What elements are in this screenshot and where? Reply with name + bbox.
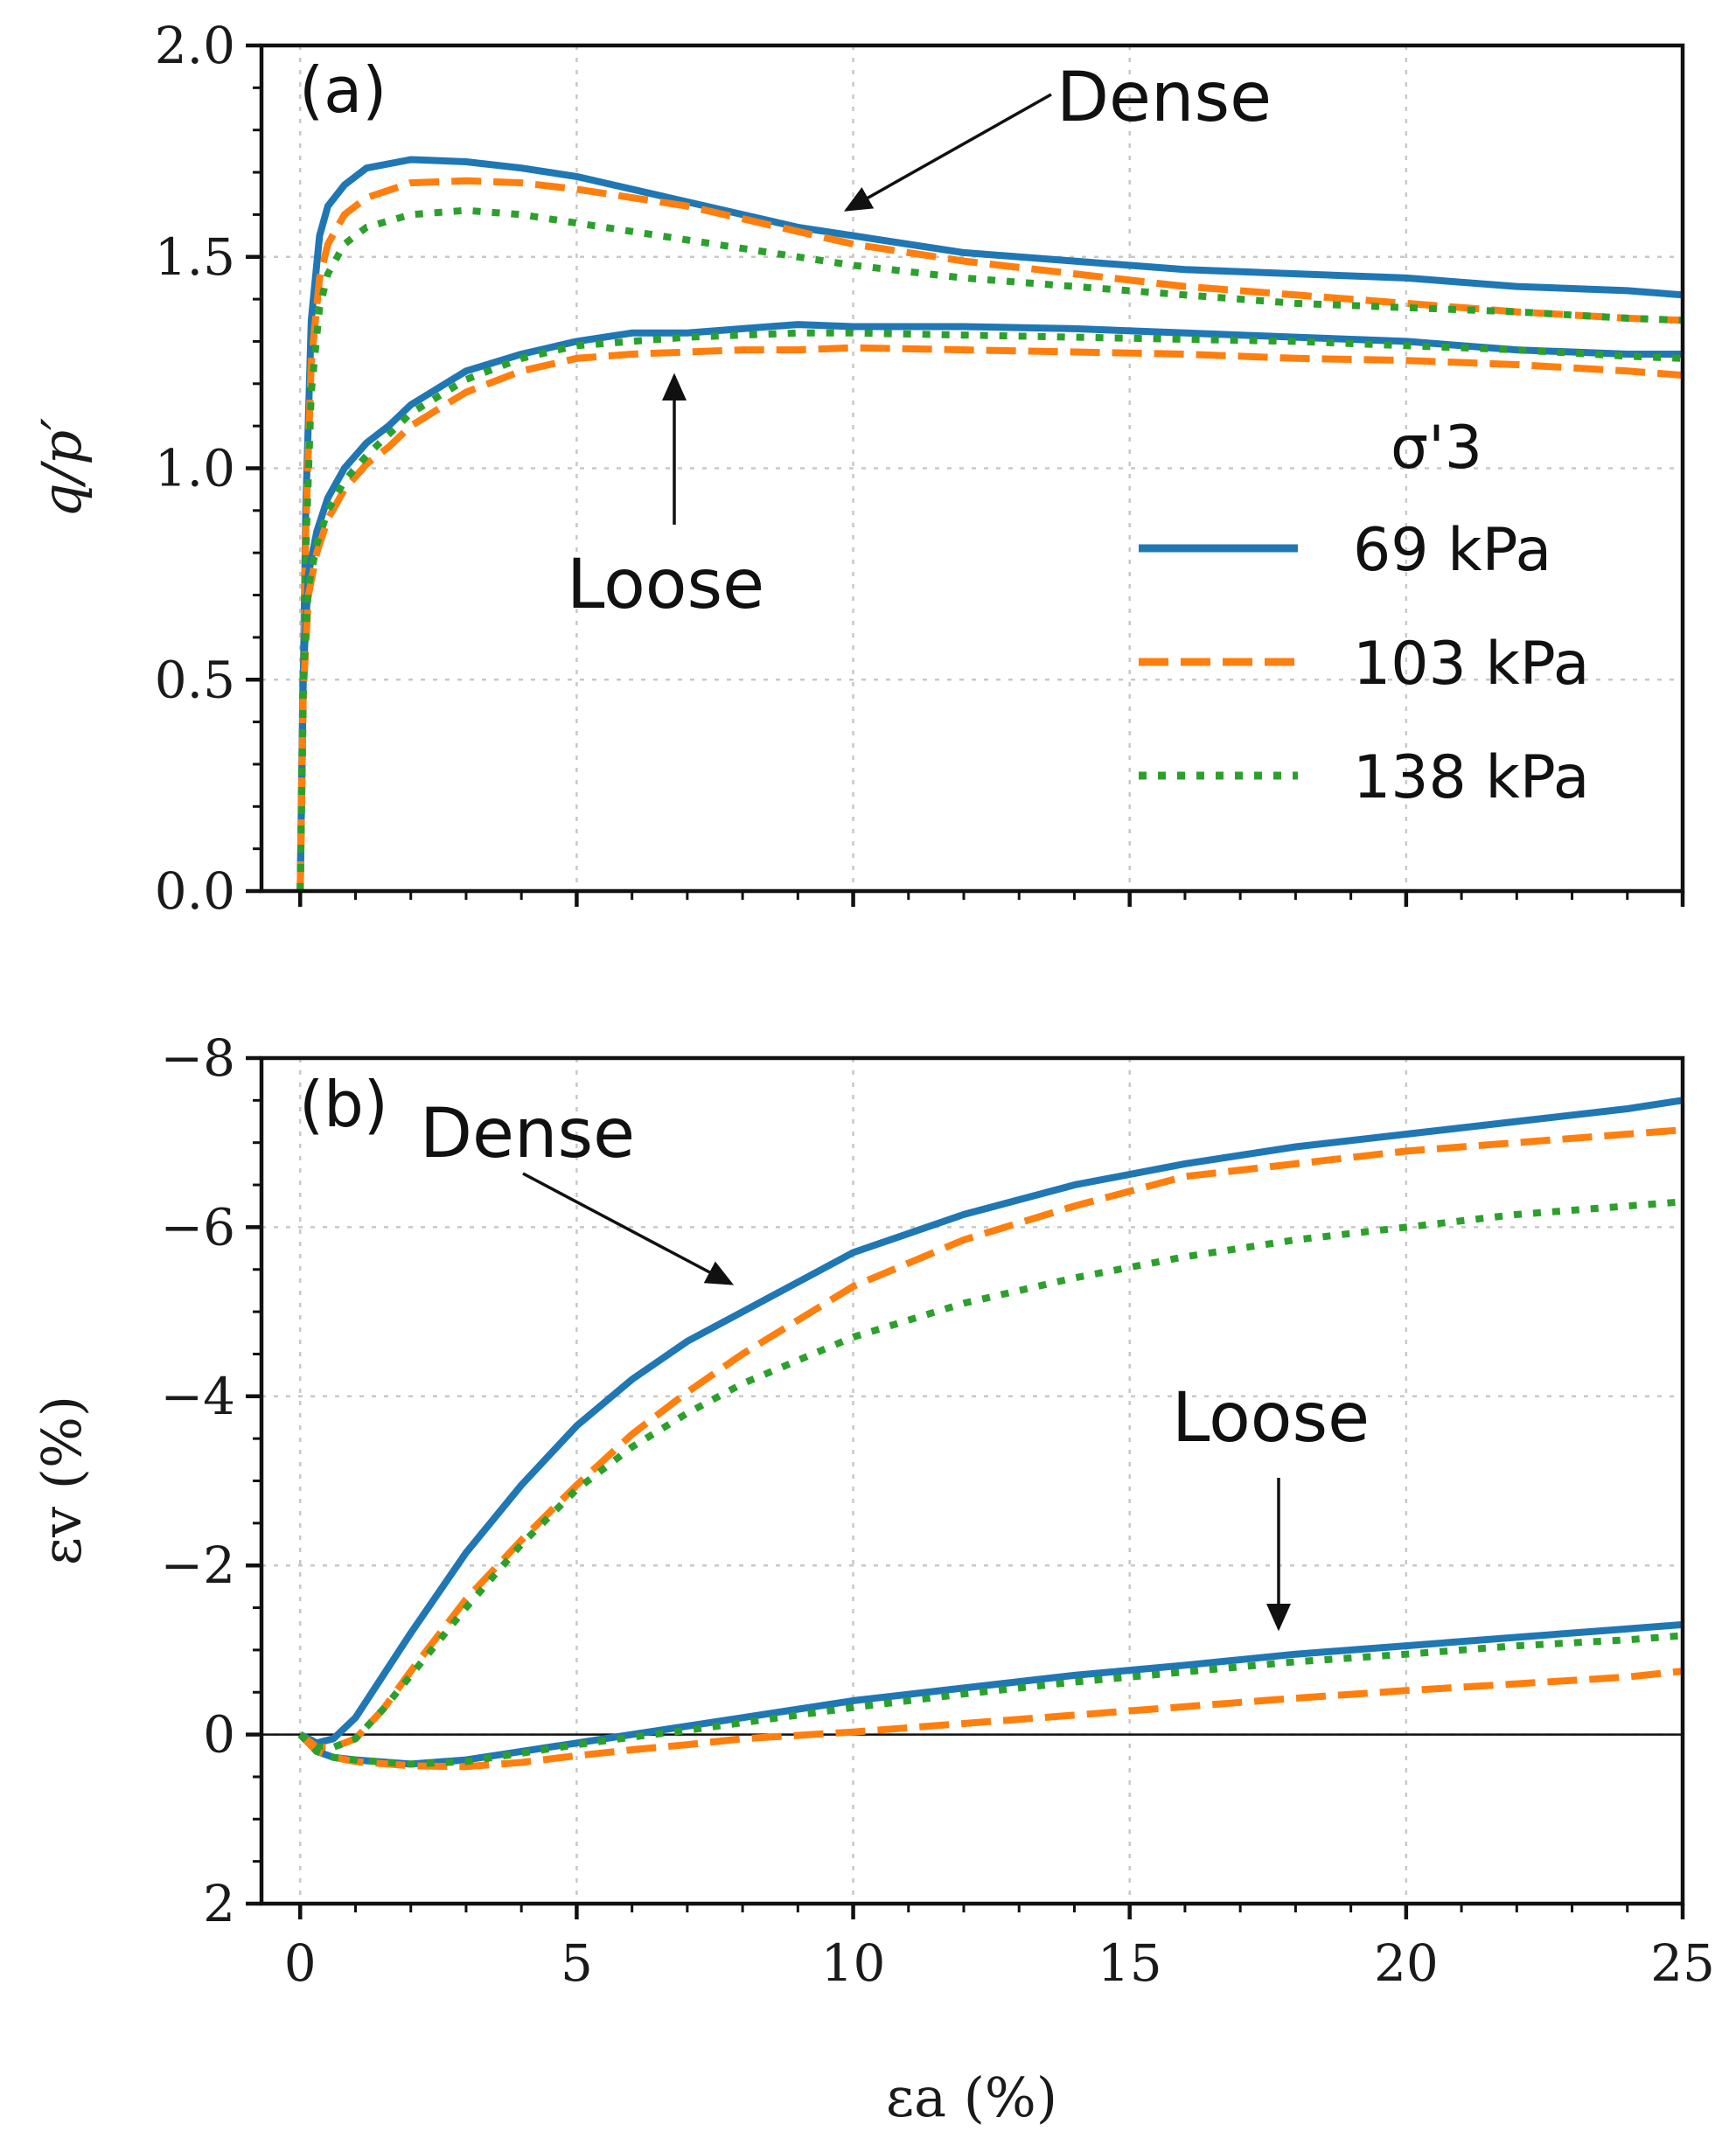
x-tick-label-5: 25: [1650, 1933, 1715, 1993]
y-tick-label-a-4: 2.0: [155, 16, 235, 75]
arrow-dense-b: [522, 1172, 735, 1285]
legend: σ'3 69 kPa 103 kPa 138 kPa: [1139, 414, 1589, 812]
y-tick-labels-b: −8 −6 −4 −2 0 2: [161, 1028, 236, 1933]
panel-b: −8−6−4−202 0 5 10 15 20 25 (b) εv (%) εa (%) …: [30, 1028, 1715, 2129]
y-tick-label-b-5: 2: [203, 1874, 235, 1933]
series-dense-69kpa-a: [296, 156, 1684, 892]
series-loose-103kpa-b: [297, 1668, 1684, 1771]
y-tick-label-a-1: 0.5: [155, 650, 235, 709]
series-group-a: [296, 156, 1684, 892]
panel-label-a: (a): [299, 53, 387, 127]
y-tick-labels-a: 0.0 0.5 1.0 1.5 2.0: [155, 16, 235, 921]
y-tick-label-a-2: 1.0: [155, 439, 235, 498]
legend-entry-138kpa: 138 kPa: [1353, 743, 1589, 812]
y-tick-label-a-0: 0.0: [155, 861, 235, 921]
y-tick-label-b-0: −8: [161, 1028, 236, 1088]
series-loose-138kpa-a: [296, 329, 1684, 892]
series-loose-69kpa-a: [296, 321, 1683, 892]
legend-entry-69kpa: 69 kPa: [1353, 516, 1551, 585]
x-tick-labels: 0 5 10 15 20 25: [284, 1933, 1715, 1993]
arrow-dense-a: [843, 93, 1052, 212]
panel-a: 0.0 0.5 1.0 1.5 2.0 (a) q/p′ Dense Loose σ'3…: [30, 16, 1685, 921]
y-axis-label-a: q/p′: [30, 418, 94, 518]
annotation-loose-a: Loose: [567, 546, 764, 624]
annotation-dense-a: Dense: [1056, 59, 1272, 137]
series-loose-103kpa-a: [296, 344, 1684, 892]
x-tick-label-1: 5: [561, 1933, 593, 1993]
annotation-dense-b: Dense: [420, 1095, 635, 1173]
series-group-b: [297, 1097, 1684, 1771]
legend-title: σ'3: [1391, 414, 1482, 483]
series-dense-138kpa-b: [297, 1198, 1684, 1752]
legend-entry-103kpa: 103 kPa: [1353, 630, 1589, 699]
series-loose-69kpa-b: [297, 1620, 1684, 1768]
panel-label-b: (b): [299, 1068, 388, 1141]
x-tick-label-0: 0: [284, 1933, 317, 1993]
series-dense-138kpa-a: [296, 206, 1684, 892]
x-axis-label: εa (%): [886, 2065, 1057, 2129]
annotation-loose-b: Loose: [1172, 1379, 1370, 1458]
y-tick-label-b-1: −6: [161, 1197, 236, 1257]
y-tick-label-a-3: 1.5: [155, 227, 235, 287]
series-dense-103kpa-b: [297, 1126, 1684, 1752]
y-tick-label-b-4: 0: [203, 1705, 235, 1765]
y-tick-label-b-2: −4: [161, 1367, 236, 1426]
x-tick-label-3: 15: [1098, 1933, 1162, 1993]
x-tick-label-2: 10: [821, 1933, 886, 1993]
series-dense-103kpa-a: [296, 177, 1684, 892]
plot-frame-b: [259, 1055, 1685, 1906]
x-tick-label-4: 20: [1374, 1933, 1439, 1993]
ticks-b: [246, 1055, 1685, 1919]
y-tick-label-b-3: −2: [161, 1536, 236, 1595]
series-dense-69kpa-b: [298, 1097, 1684, 1747]
series-loose-138kpa-b: [297, 1632, 1684, 1768]
gridlines-b: [261, 1056, 1684, 1905]
ticks-a: [246, 43, 1685, 907]
y-axis-label-b: εv (%): [30, 1396, 94, 1565]
